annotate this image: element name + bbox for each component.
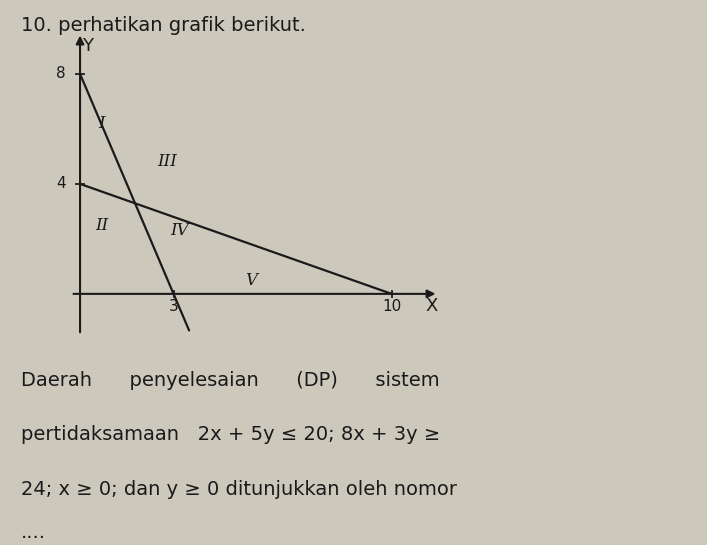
Text: 4: 4 bbox=[57, 177, 66, 191]
Text: X: X bbox=[426, 297, 438, 315]
Text: 10. perhatikan grafik berikut.: 10. perhatikan grafik berikut. bbox=[21, 16, 306, 35]
Text: 8: 8 bbox=[57, 66, 66, 81]
Text: IV: IV bbox=[170, 222, 189, 239]
Text: II: II bbox=[95, 217, 108, 234]
Text: I: I bbox=[98, 115, 105, 132]
Text: V: V bbox=[245, 271, 257, 289]
Text: Daerah      penyelesaian      (DP)      sistem: Daerah penyelesaian (DP) sistem bbox=[21, 371, 440, 390]
Text: pertidaksamaan   2x + 5y ≤ 20; 8x + 3y ≥: pertidaksamaan 2x + 5y ≤ 20; 8x + 3y ≥ bbox=[21, 425, 440, 444]
Text: Y: Y bbox=[82, 37, 93, 55]
Text: 24; x ≥ 0; dan y ≥ 0 ditunjukkan oleh nomor: 24; x ≥ 0; dan y ≥ 0 ditunjukkan oleh no… bbox=[21, 480, 457, 499]
Text: 10: 10 bbox=[382, 299, 402, 314]
Text: 3: 3 bbox=[169, 299, 178, 314]
Text: ....: .... bbox=[21, 523, 46, 542]
Text: III: III bbox=[158, 153, 177, 171]
